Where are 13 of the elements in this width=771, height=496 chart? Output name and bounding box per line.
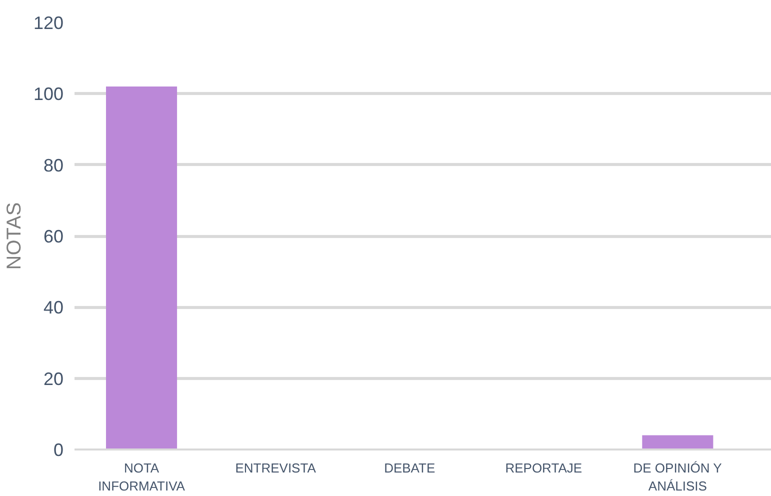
y-tick-label: 80 xyxy=(43,155,64,176)
y-tick-label: 40 xyxy=(43,298,64,318)
y-tick-label: 100 xyxy=(33,84,64,104)
x-tick-label: NOTA INFORMATIVA xyxy=(98,460,186,494)
x-tick-label: DE OPINIÓN Y ANÁLISIS xyxy=(633,460,722,494)
x-tick-label: REPORTAJE xyxy=(505,460,582,476)
x-tick-label: ENTREVISTA xyxy=(235,460,316,476)
y-tick-label: 60 xyxy=(43,226,64,246)
x-tick-label: DEBATE xyxy=(384,460,436,476)
y-tick-label: 120 xyxy=(33,13,64,33)
y-tick-label: 0 xyxy=(53,440,64,460)
y-tick-label: 20 xyxy=(43,368,64,389)
y-axis-title: NOTAS xyxy=(3,202,26,270)
